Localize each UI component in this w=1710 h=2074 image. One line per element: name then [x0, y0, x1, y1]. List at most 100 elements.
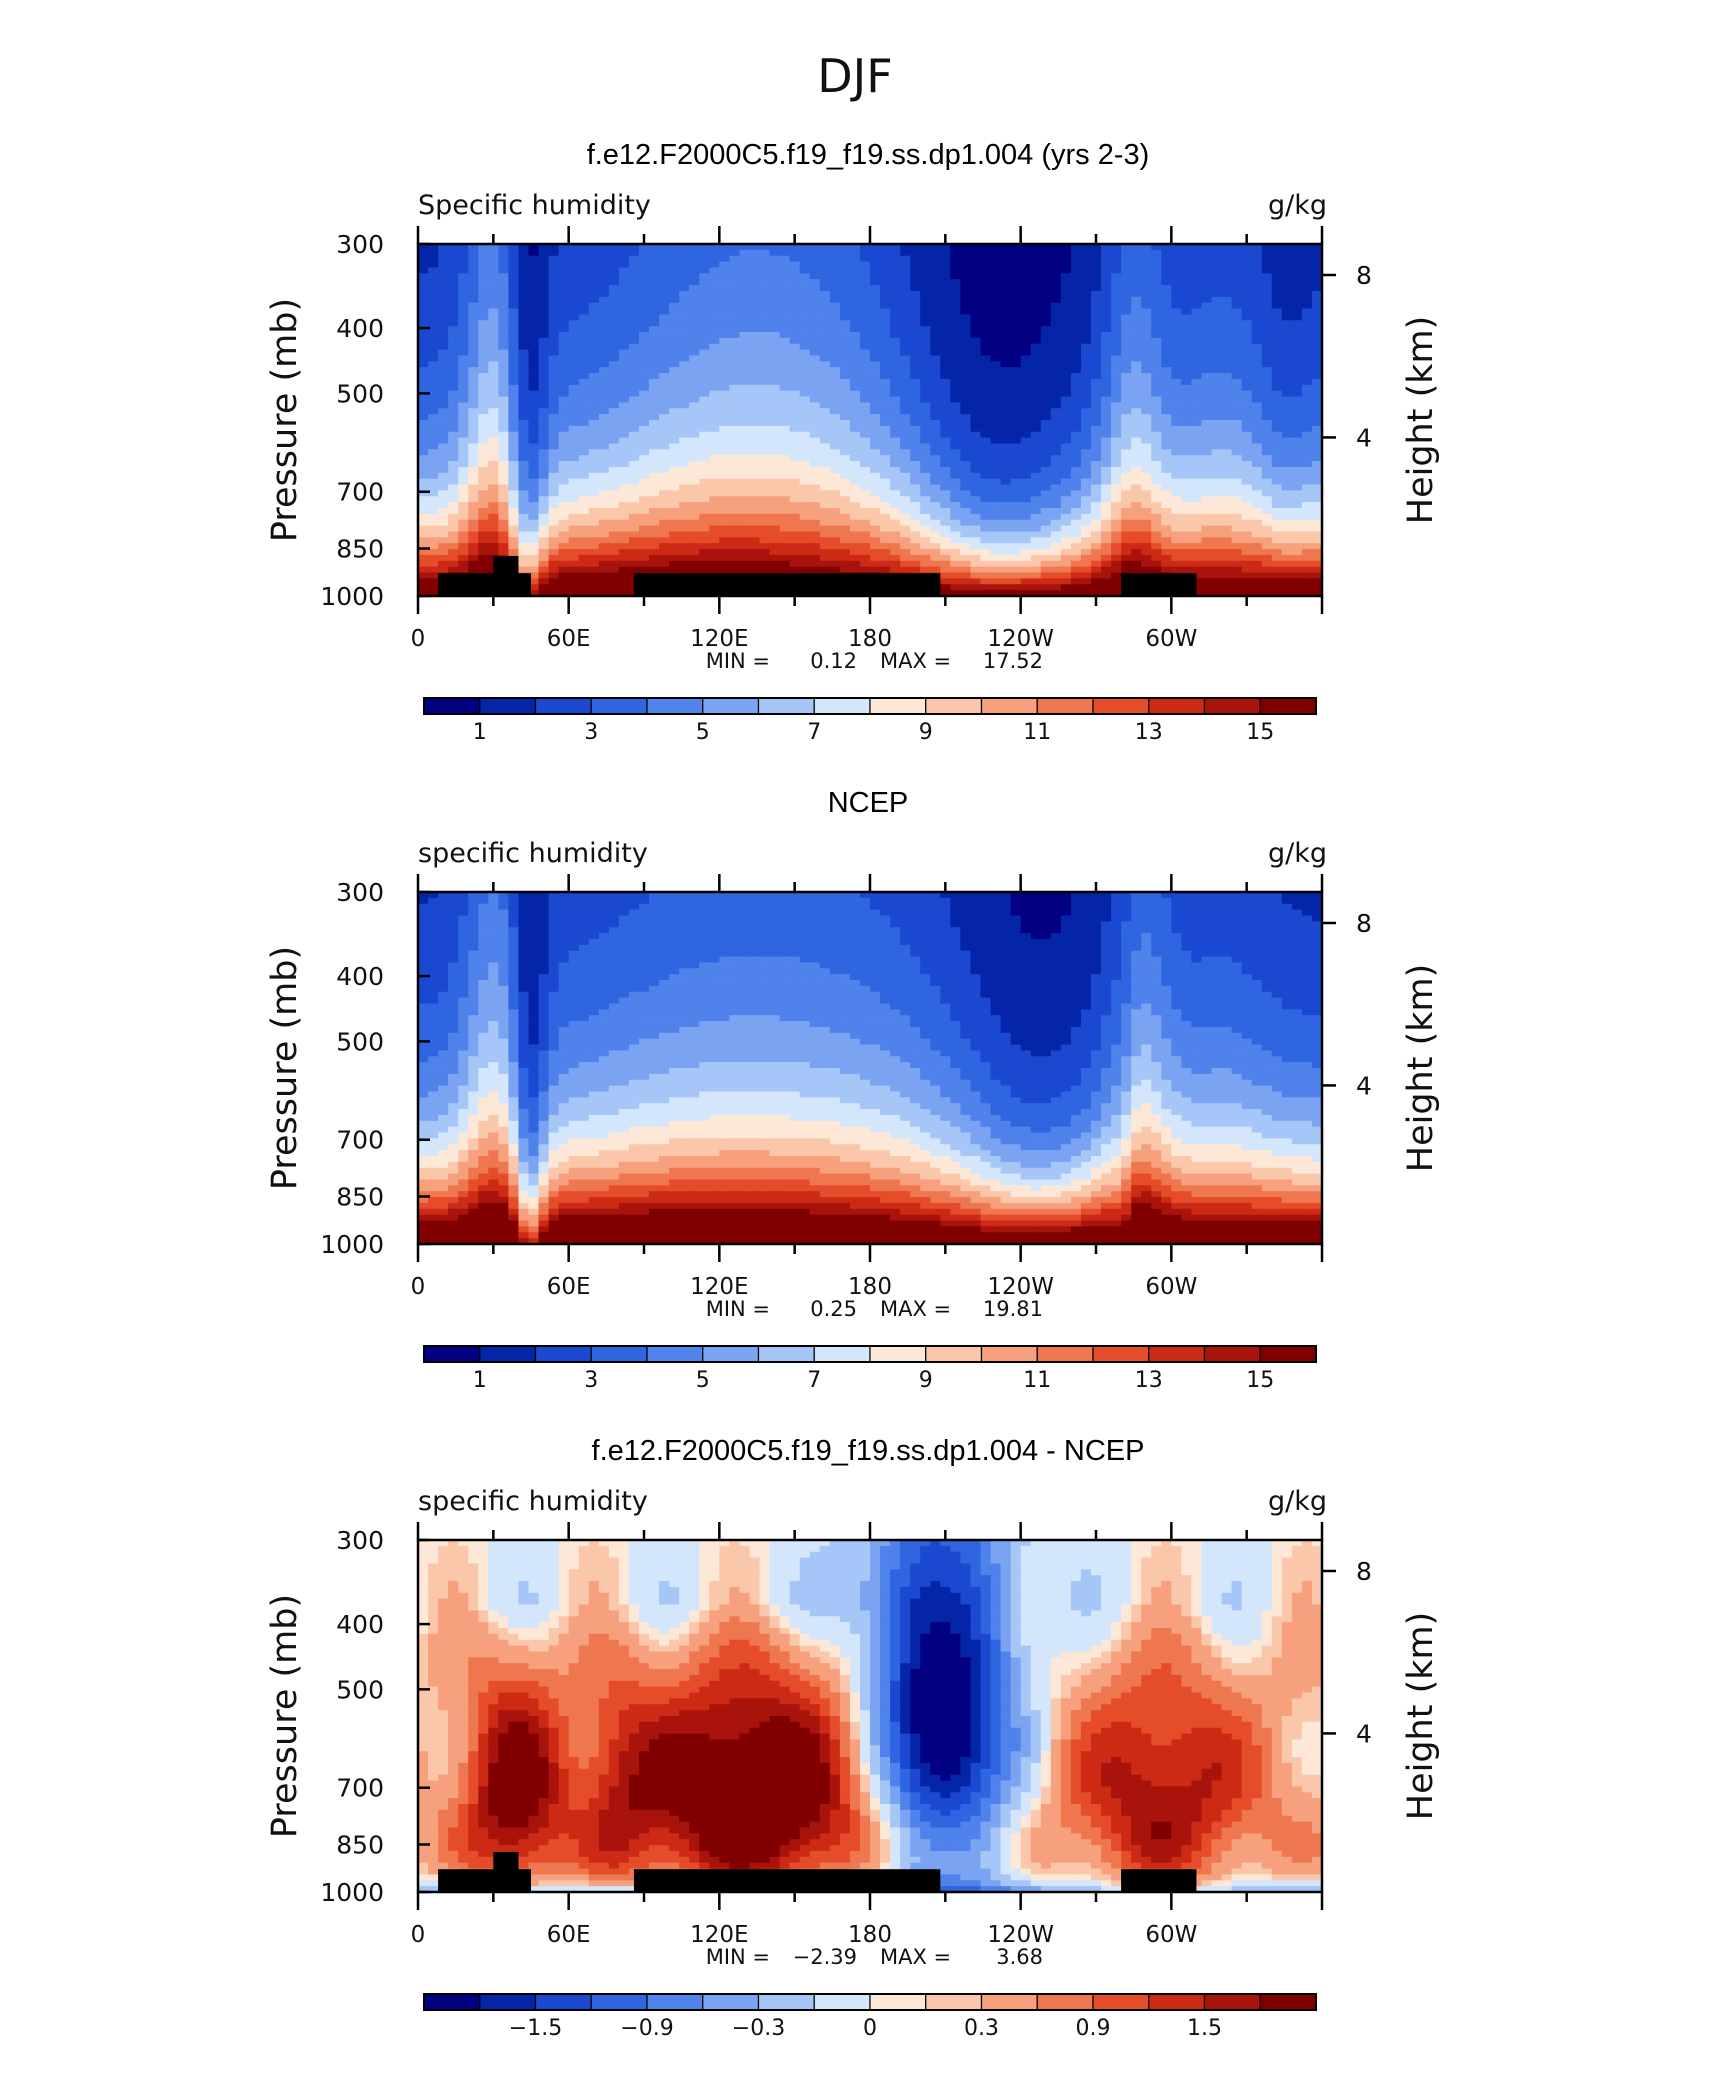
field-cell — [458, 402, 469, 409]
field-cell — [829, 519, 841, 527]
field-cell — [779, 461, 791, 468]
field-cell — [418, 478, 429, 486]
field-cell — [789, 531, 801, 539]
field-cell — [870, 502, 881, 509]
field-cell — [1101, 455, 1112, 462]
field-cell — [438, 320, 449, 327]
field-cell — [538, 455, 550, 462]
field-cell — [1010, 543, 1022, 550]
field-cell — [1301, 496, 1313, 503]
field-cell — [598, 472, 610, 480]
field-cell — [990, 502, 1002, 509]
field-cell — [940, 537, 952, 544]
field-cell — [1191, 249, 1203, 257]
field-cell — [518, 402, 530, 409]
field-cell — [709, 549, 721, 556]
field-cell — [649, 431, 660, 439]
field-cell — [729, 496, 741, 503]
field-cell — [1131, 267, 1142, 275]
field-cell — [498, 308, 510, 316]
field-cell — [699, 402, 710, 409]
field-cell — [739, 519, 751, 527]
field-cell — [1050, 290, 1062, 298]
field-cell — [1171, 296, 1183, 304]
field-cell — [739, 267, 751, 275]
field-cell — [1131, 261, 1142, 269]
field-cell — [699, 449, 710, 456]
field-cell — [1050, 502, 1062, 509]
field-cell — [1191, 513, 1203, 521]
field-cell — [839, 249, 851, 257]
field-cell — [548, 519, 560, 527]
field-cell — [418, 490, 429, 497]
field-cell — [739, 337, 751, 345]
field-cell — [1090, 249, 1102, 257]
field-cell — [729, 466, 741, 474]
field-cell — [890, 549, 901, 556]
field-cell — [1060, 478, 1072, 486]
field-cell — [598, 402, 610, 409]
chart-title: f.e12.F2000C5.f19_f19.ss.dp1.004 (yrs 2-… — [587, 139, 1150, 171]
field-cell — [1000, 484, 1012, 492]
field-cell — [458, 554, 469, 562]
field-cell — [618, 314, 630, 321]
field-cell — [709, 554, 721, 562]
field-cell — [1311, 560, 1322, 568]
field-cell — [448, 290, 459, 298]
field-cell — [1281, 320, 1293, 327]
field-cell — [799, 326, 811, 333]
field-cell — [699, 249, 710, 257]
field-cell — [1101, 279, 1112, 286]
field-cell — [980, 308, 992, 316]
field-cell — [1090, 373, 1102, 380]
field-cell — [1060, 408, 1072, 415]
field-cell — [488, 361, 500, 368]
field-cell — [518, 249, 530, 257]
field-cell — [1000, 513, 1012, 521]
field-cell — [1050, 554, 1062, 562]
field-cell — [709, 531, 721, 539]
field-cell — [1161, 484, 1173, 492]
field-cell — [438, 373, 449, 380]
field-cell — [990, 531, 1002, 539]
field-cell — [1211, 543, 1223, 550]
field-cell — [1251, 502, 1263, 509]
field-cell — [1101, 290, 1112, 298]
field-cell — [1221, 273, 1233, 280]
field-cell — [1281, 279, 1293, 286]
field-cell — [518, 472, 530, 480]
field-cell — [628, 326, 640, 333]
field-cell — [719, 384, 731, 392]
field-cell — [1201, 472, 1213, 480]
field-cell — [1261, 273, 1273, 280]
field-cell — [1231, 367, 1243, 374]
field-cell — [859, 431, 871, 439]
field-cell — [1271, 472, 1283, 480]
field-cells — [418, 244, 1322, 596]
field-cell — [649, 414, 660, 421]
field-cell — [1261, 472, 1273, 480]
field-cell — [568, 326, 580, 333]
field-cell — [458, 249, 469, 257]
field-cell — [1301, 320, 1313, 327]
field-cell — [578, 449, 590, 456]
field-cell — [1211, 408, 1223, 415]
field-cell — [558, 425, 570, 433]
field-cell — [890, 290, 901, 298]
field-cell — [809, 408, 821, 415]
field-cell — [1040, 437, 1052, 445]
field-cell — [970, 414, 982, 421]
field-cell — [1291, 484, 1303, 492]
field-cell — [699, 302, 710, 310]
field-cell — [1040, 378, 1052, 386]
field-cell — [709, 502, 721, 509]
field-cell — [729, 367, 741, 374]
field-cell — [1281, 285, 1293, 292]
field-cell — [1251, 496, 1263, 503]
field-cell — [1090, 244, 1102, 251]
field-cell — [1050, 443, 1062, 451]
field-cell — [638, 414, 650, 421]
field-cell — [538, 496, 550, 503]
field-cell — [960, 431, 972, 439]
field-cell — [669, 267, 680, 275]
